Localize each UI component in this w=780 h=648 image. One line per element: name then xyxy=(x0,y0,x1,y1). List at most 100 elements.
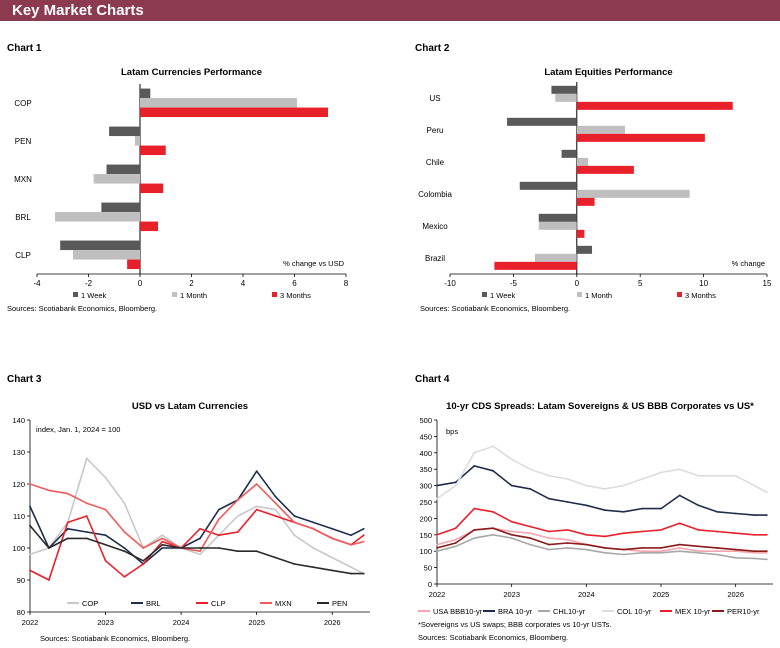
chart4-x-tick-label: 2025 xyxy=(653,590,670,599)
chart1-x-tick-label: -4 xyxy=(33,279,41,288)
chart3-y-tick-label: 120 xyxy=(12,480,25,489)
chart4-point xyxy=(753,557,756,560)
chart3-title: USD vs Latam Currencies xyxy=(132,401,248,412)
chart4-series-col-10-yr xyxy=(436,445,768,500)
chart4-point xyxy=(660,550,662,553)
chart4-point xyxy=(529,525,532,528)
chart2-legend-label: 3 Months xyxy=(685,291,716,300)
chart3-point xyxy=(199,553,201,556)
chart3-y-tick-label: 110 xyxy=(13,512,25,521)
chart3-point xyxy=(123,547,126,549)
chart3-point xyxy=(236,531,239,533)
chart2-bar-1-month xyxy=(555,93,577,102)
chart3-point xyxy=(362,527,365,530)
chart4-point xyxy=(765,551,768,554)
chart3-point xyxy=(293,563,296,565)
chart3-point xyxy=(293,534,296,537)
chart4-point xyxy=(454,527,457,530)
chart1-category-label: PEN xyxy=(15,137,32,146)
chart3-point xyxy=(255,550,258,553)
chart4-point xyxy=(436,547,438,549)
chart3-point xyxy=(85,537,88,540)
chart4-y-tick-label: 450 xyxy=(419,432,432,441)
chart1-category-label: COP xyxy=(14,99,31,108)
chart4-point xyxy=(492,527,494,530)
chart1-bar-1-month xyxy=(55,212,140,222)
chart3-legend-label: MXN xyxy=(275,599,292,608)
chart4-point xyxy=(622,553,625,556)
chart3-legend-label: PEN xyxy=(332,599,347,608)
chart2-x-tick-label: -5 xyxy=(510,279,518,288)
chart3-point xyxy=(274,556,277,559)
chart3-point xyxy=(274,495,277,498)
chart3-point xyxy=(48,547,50,549)
chart1-bar-3-months xyxy=(140,145,166,156)
chart4-point xyxy=(585,533,588,536)
chart3-point xyxy=(274,508,277,511)
chart4-point xyxy=(734,556,737,559)
chart2-bar-1-week xyxy=(561,149,577,158)
chart4-y-tick-label: 500 xyxy=(419,416,432,425)
chart4-point xyxy=(622,510,625,513)
chart1-category-label: BRL xyxy=(15,213,31,222)
chart4-point xyxy=(566,538,569,541)
chart4-legend-label: COL 10-yr xyxy=(617,607,652,616)
chart3-point xyxy=(236,515,239,517)
chart3-point xyxy=(362,540,365,543)
chart3-legend-label: BRL xyxy=(146,599,161,608)
chart3-point xyxy=(312,527,315,530)
chart4-point xyxy=(765,514,768,516)
chart1-bar-1-month xyxy=(93,174,140,184)
chart3-point xyxy=(161,540,164,543)
chart4-point xyxy=(473,537,476,539)
chart4-point xyxy=(566,542,569,544)
chart4-y-tick-label: 100 xyxy=(419,547,432,556)
chart3-point xyxy=(255,483,258,485)
chart4-point xyxy=(716,510,718,513)
chart4-point xyxy=(548,474,550,477)
chart4-point xyxy=(436,533,438,536)
chart3-point xyxy=(104,508,107,511)
chart3-y-tick-label: 80 xyxy=(17,608,25,617)
chart4-point xyxy=(697,550,700,553)
chart4-point xyxy=(436,550,438,553)
chart4-y-tick-label: 300 xyxy=(419,482,432,491)
chart4-point xyxy=(734,548,737,551)
chart1-bar-1-month xyxy=(140,98,298,108)
chart4-point xyxy=(678,543,681,546)
chart2-legend-swatch xyxy=(677,292,682,297)
chart4-point xyxy=(734,532,737,535)
chart3-point xyxy=(218,508,220,511)
chart1-bar-1-week xyxy=(101,202,140,213)
chart4-point xyxy=(604,509,606,512)
chart3-x-tick-label: 2024 xyxy=(173,618,190,627)
chart4-y-tick-label: 400 xyxy=(419,449,432,458)
chart4-x-tick-label: 2022 xyxy=(429,590,446,599)
chart1-title: Latam Currencies Performance xyxy=(121,67,262,78)
chart3-point xyxy=(218,518,220,521)
chart4-point xyxy=(510,484,513,487)
chart3-units-annotation: index, Jan. 1, 2024 = 100 xyxy=(36,425,120,434)
chart3-point xyxy=(161,547,164,549)
chart2-bar-1-week xyxy=(576,245,593,254)
chart4-point xyxy=(566,529,569,531)
chart1-x-tick-label: -2 xyxy=(85,279,93,288)
chart2-bar-1-month xyxy=(576,157,589,166)
chart2-x-tick-label: 5 xyxy=(638,279,643,288)
chart4-point xyxy=(604,547,606,549)
chart4-point xyxy=(473,465,476,467)
chart3-series-clp xyxy=(29,508,365,581)
chart1-units-annotation: % change vs USD xyxy=(283,259,344,268)
page-title: Key Market Charts xyxy=(12,2,144,19)
chart3-point xyxy=(350,543,352,546)
chart1-legend-swatch xyxy=(272,292,277,297)
chart2-bar-1-week xyxy=(538,213,577,222)
chart1-bar-1-week xyxy=(140,88,151,99)
chart2-bar-3-months xyxy=(576,165,634,174)
chart2-legend-swatch xyxy=(577,292,582,297)
chart2-title: Latam Equities Performance xyxy=(544,67,672,78)
chart3-x-tick-label: 2022 xyxy=(22,618,39,627)
chart2-category-label: Mexico xyxy=(422,222,448,231)
chart4-point xyxy=(660,547,662,549)
